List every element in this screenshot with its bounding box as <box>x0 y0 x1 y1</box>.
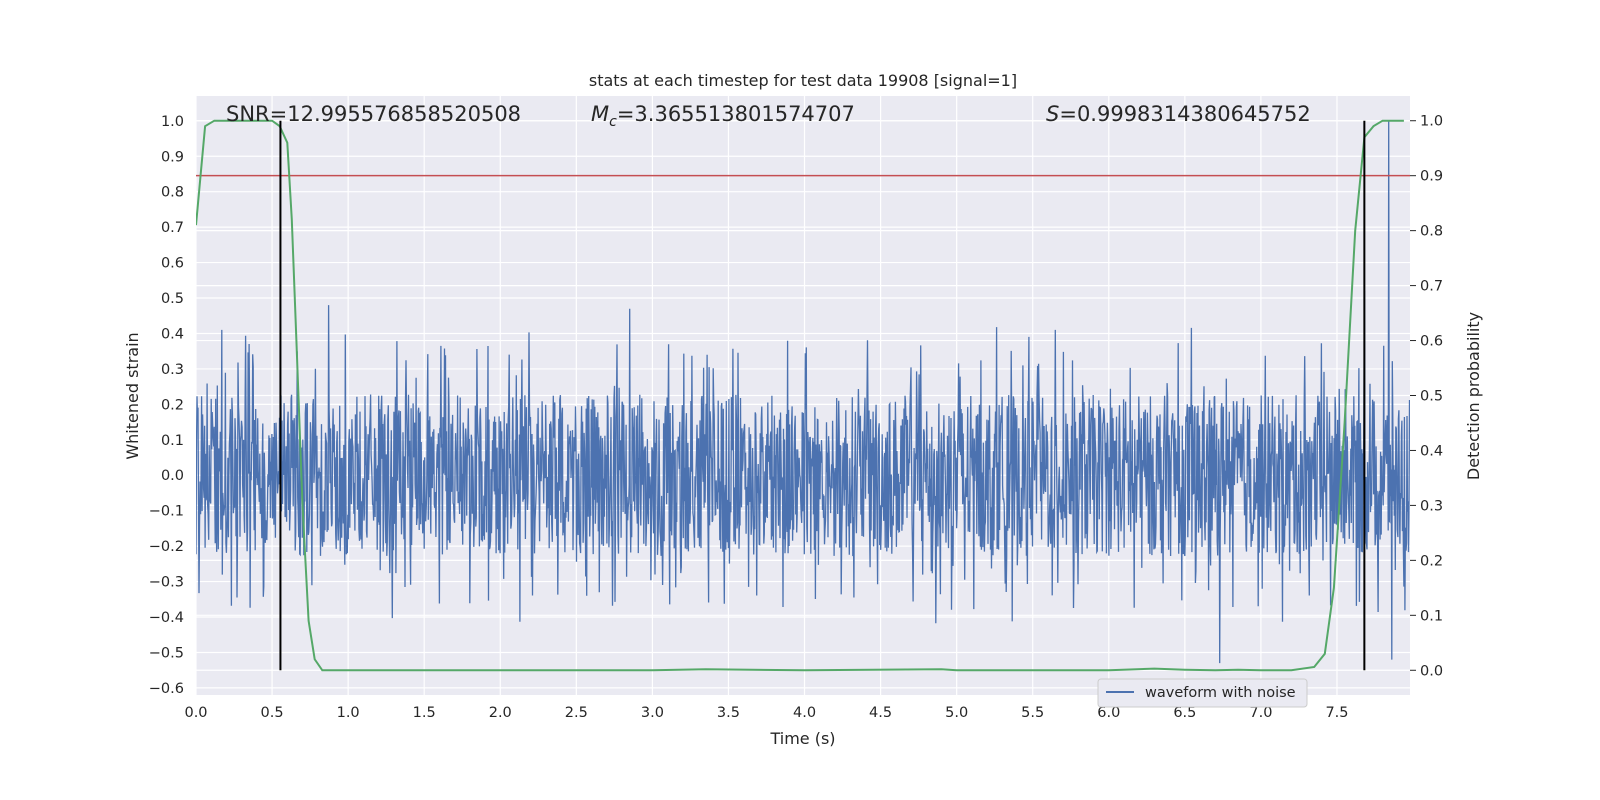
x-axis-label: Time (s) <box>769 729 835 748</box>
y-right-tick-label: 0.8 <box>1420 224 1443 240</box>
mc-annotation: Mc=3.365513801574707 <box>591 102 855 130</box>
mc-value: =3.365513801574707 <box>617 102 855 126</box>
y-left-tick-label: 0.2 <box>161 397 184 413</box>
x-tick-label: 2.0 <box>489 705 512 721</box>
x-tick-label: 4.0 <box>793 705 816 721</box>
x-tick-label: 1.5 <box>413 705 436 721</box>
legend: waveform with noise <box>1097 678 1308 708</box>
legend-label: waveform with noise <box>1145 685 1296 701</box>
x-tick-label: 3.5 <box>717 705 740 721</box>
y-left-tick-label: −0.1 <box>149 504 184 520</box>
x-tick-label: 7.0 <box>1249 705 1272 721</box>
y-left-tick-label: 1.0 <box>161 114 184 130</box>
y-right-tick-label: 0.2 <box>1420 553 1443 569</box>
y-axis-label-right: Detection probability <box>1464 312 1483 480</box>
snr-annotation: SNR=12.995576858520508 <box>226 102 521 126</box>
y-left-tick-label: 0.0 <box>161 468 184 484</box>
y-left-tick-label: 0.1 <box>161 433 184 449</box>
detection-probability-line <box>196 119 1404 672</box>
x-tick-label: 5.5 <box>1021 705 1044 721</box>
mc-symbol: M <box>591 102 609 126</box>
y-left-tick-label: −0.2 <box>149 539 184 555</box>
y-right-tick-label: 0.3 <box>1420 498 1443 514</box>
chart-title: stats at each timestep for test data 199… <box>589 71 1017 90</box>
y-left-tick-label: 0.4 <box>161 326 184 342</box>
x-tick-label: 3.0 <box>641 705 664 721</box>
y-right-tick-label: 0.1 <box>1420 608 1443 624</box>
y-left-tick-label: 0.6 <box>161 256 184 272</box>
x-tick-label: 1.0 <box>337 705 360 721</box>
x-tick-label: 7.5 <box>1325 705 1348 721</box>
s-value: =0.9998314380645752 <box>1059 102 1310 126</box>
y-axis-label-left: Whitened strain <box>123 332 142 459</box>
x-tick-label: 6.0 <box>1097 705 1120 721</box>
y-left-tick-label: 0.3 <box>161 362 184 378</box>
y-left-tick-label: 0.7 <box>161 220 184 236</box>
y-right-tick-label: 0.4 <box>1420 443 1443 459</box>
y-left-tick-label: 0.8 <box>161 185 184 201</box>
y-left-tick-label: −0.5 <box>149 645 184 661</box>
y-right-tick-label: 0.7 <box>1420 279 1443 295</box>
x-tick-label: 0.0 <box>184 705 207 721</box>
mc-subscript: c <box>609 114 617 130</box>
y-right-tick-label: 0.0 <box>1420 663 1443 679</box>
y-left-tick-label: −0.3 <box>149 575 184 591</box>
x-tick-label: 0.5 <box>261 705 284 721</box>
y-right-tick-label: 1.0 <box>1420 114 1443 130</box>
y-right-tick-label: 0.6 <box>1420 334 1443 350</box>
x-tick-label: 6.5 <box>1173 705 1196 721</box>
y-left-tick-label: 0.9 <box>161 149 184 165</box>
waveform-line <box>196 120 1410 664</box>
y-left-tick-label: −0.4 <box>149 610 184 626</box>
x-tick-label: 4.5 <box>869 705 892 721</box>
s-symbol: S <box>1046 102 1059 126</box>
s-annotation: S=0.9998314380645752 <box>1046 102 1311 126</box>
y-right-tick-label: 0.9 <box>1420 169 1443 185</box>
x-tick-label: 2.5 <box>565 705 588 721</box>
x-tick-label: 5.0 <box>945 705 968 721</box>
y-right-tick-label: 0.5 <box>1420 389 1443 405</box>
y-left-tick-label: 0.5 <box>161 291 184 307</box>
y-left-tick-label: −0.6 <box>149 681 184 697</box>
legend-box <box>1097 678 1308 708</box>
